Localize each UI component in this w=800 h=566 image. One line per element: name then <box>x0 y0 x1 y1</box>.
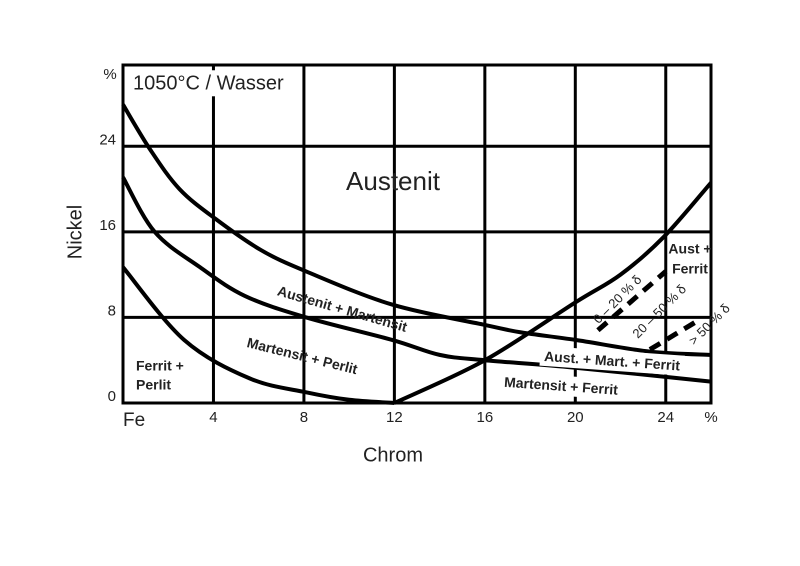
x-tick-label: 20 <box>567 409 584 426</box>
chart-title-group: 1050°C / Wasser <box>129 70 288 97</box>
region-label-group: Ferrit <box>672 261 708 277</box>
region-label: Aust + <box>668 241 711 257</box>
y-axis-label: Nickel <box>64 205 86 259</box>
boundary-curve <box>121 265 395 405</box>
region-label-group: Ferrit + <box>136 358 184 374</box>
x-tick-label: 24 <box>657 409 674 426</box>
y-tick-label: 24 <box>99 131 116 148</box>
boundary-curve <box>648 317 701 352</box>
x-tick-label: % <box>704 409 717 426</box>
region-label: Austenit <box>346 166 441 196</box>
x-tick-label: 16 <box>477 409 494 426</box>
region-label-group: Perlit <box>136 377 171 393</box>
boundary-curve <box>121 176 712 384</box>
x-tick-label: Fe <box>123 410 145 431</box>
label-background <box>499 371 623 400</box>
label-background <box>539 345 686 376</box>
y-tick-label: 0 <box>108 388 116 405</box>
x-tick-label: 4 <box>209 409 217 426</box>
region-label: 20 – 50 % δ <box>629 281 689 341</box>
y-tick-label: 16 <box>99 217 116 234</box>
boundary-curve <box>393 181 713 405</box>
region-label: Martensit + Ferrit <box>504 374 619 398</box>
y-tick-label: 8 <box>108 302 116 319</box>
boundary-curve <box>121 103 712 357</box>
region-label-group: Aust + <box>668 241 711 257</box>
region-label: Ferrit + <box>136 358 184 374</box>
chart-title: 1050°C / Wasser <box>133 72 284 94</box>
region-label-group: Martensit + Ferrit <box>499 371 623 400</box>
plot-frame <box>121 63 713 405</box>
x-axis-label: Chrom <box>363 444 423 466</box>
x-tick-label: 12 <box>386 409 403 426</box>
label-background <box>129 70 288 97</box>
x-tick-label: 8 <box>300 409 308 426</box>
region-label-group: Austenit <box>346 166 441 196</box>
region-label-group: 20 – 50 % δ <box>629 281 689 341</box>
boundary-curve <box>596 269 668 333</box>
region-label: Perlit <box>136 377 171 393</box>
region-label: Ferrit <box>672 261 708 277</box>
y-unit: % <box>103 66 116 83</box>
